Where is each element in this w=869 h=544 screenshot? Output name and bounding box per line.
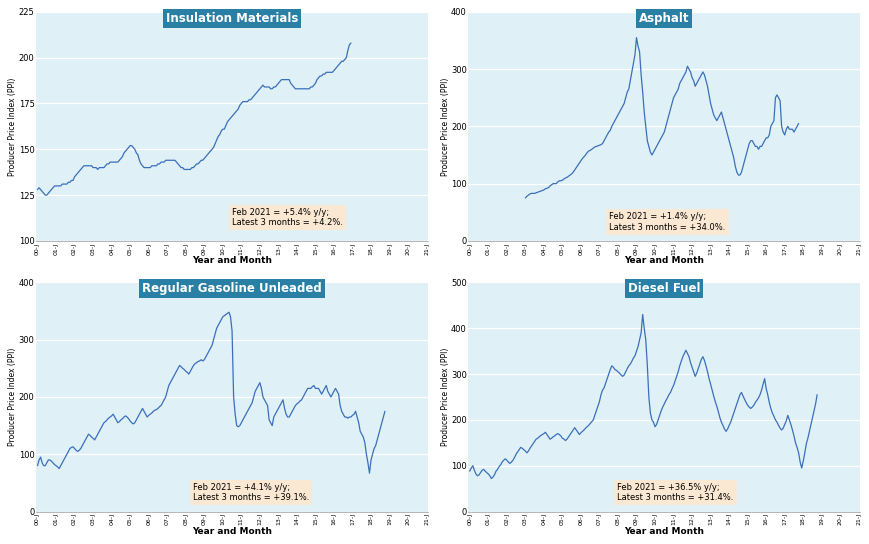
Text: Feb 2021 = +1.4% y/y;
Latest 3 months = +34.0%.: Feb 2021 = +1.4% y/y; Latest 3 months = … <box>608 212 725 232</box>
Text: Insulation Materials: Insulation Materials <box>166 12 298 25</box>
Text: Diesel Fuel: Diesel Fuel <box>627 282 700 295</box>
X-axis label: Year and Month: Year and Month <box>192 527 272 536</box>
Y-axis label: Producer Price Index (PPI): Producer Price Index (PPI) <box>440 77 449 176</box>
Y-axis label: Producer Price Index (PPI): Producer Price Index (PPI) <box>440 348 449 446</box>
X-axis label: Year and Month: Year and Month <box>624 527 704 536</box>
X-axis label: Year and Month: Year and Month <box>624 256 704 265</box>
Text: Regular Gasoline Unleaded: Regular Gasoline Unleaded <box>142 282 322 295</box>
Text: Feb 2021 = +4.1% y/y;
Latest 3 months = +39.1%.: Feb 2021 = +4.1% y/y; Latest 3 months = … <box>193 483 308 502</box>
X-axis label: Year and Month: Year and Month <box>192 256 272 265</box>
Text: Feb 2021 = +5.4% y/y;
Latest 3 months = +4.2%.: Feb 2021 = +5.4% y/y; Latest 3 months = … <box>232 208 342 227</box>
Text: Feb 2021 = +36.5% y/y;
Latest 3 months = +31.4%.: Feb 2021 = +36.5% y/y; Latest 3 months =… <box>616 483 733 502</box>
Y-axis label: Producer Price Index (PPI): Producer Price Index (PPI) <box>9 348 17 446</box>
Y-axis label: Producer Price Index (PPI): Producer Price Index (PPI) <box>9 77 17 176</box>
Text: Asphalt: Asphalt <box>639 12 689 25</box>
